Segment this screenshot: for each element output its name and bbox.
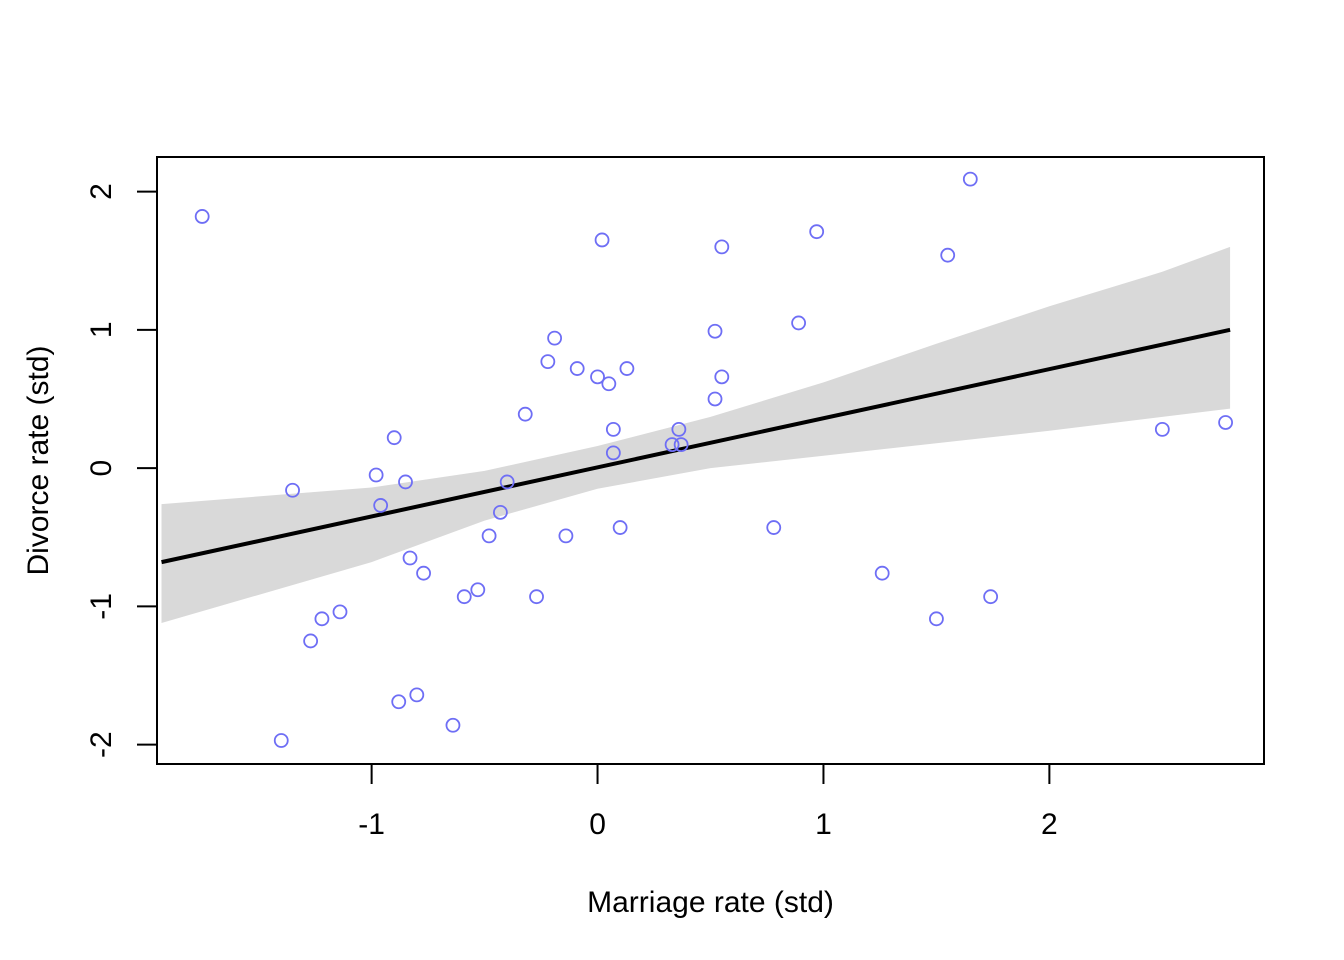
data-point [605,421,621,437]
x-axis: -1 0 1 2 [358,763,1058,841]
data-point [664,437,680,452]
data-point [409,687,425,703]
data-point [707,323,723,339]
data-point [707,391,723,407]
data-point [456,589,472,605]
data-point [445,717,461,733]
data-point [499,474,515,490]
data-point [601,376,617,392]
data-point [529,589,544,605]
data-point [492,504,508,520]
data-point [547,330,563,346]
data-point [619,361,635,376]
x-tick-label: 0 [589,808,606,841]
data-point [194,209,210,224]
data-point [612,520,628,535]
data-point [929,611,944,627]
data-point [540,354,556,370]
data-point [673,437,689,452]
y-axis: -2 -1 0 1 2 [85,183,158,758]
data-point [874,565,890,581]
data-point [809,224,825,240]
data-point [273,733,289,748]
data-point [386,430,402,446]
data-point [332,604,348,620]
data-point [962,171,978,187]
credible-interval-band-layer [161,246,1231,623]
data-point [714,369,730,385]
data-point [791,315,807,331]
data-point [391,694,407,710]
data-point [481,528,497,544]
regression-line [161,327,1231,565]
data-point [1154,421,1170,437]
data-point [303,633,319,649]
data-point [398,474,413,490]
data-point [714,239,730,255]
data-point [402,550,418,566]
data-point [594,232,610,248]
credible-interval-band [161,246,1231,623]
x-tick-label: 1 [815,808,832,841]
x-tick-label: 2 [1041,808,1058,841]
data-point [940,247,956,263]
data-point [517,406,533,422]
data-point [766,520,782,535]
y-tick-label: -2 [85,731,118,758]
data-point [569,361,585,376]
x-tick-label: -1 [358,808,385,841]
data-point [416,565,431,581]
data-point [1218,415,1233,430]
y-tick-label: 0 [85,460,118,477]
y-axis-title: Divorce rate (std) [22,345,55,575]
data-point [558,528,574,544]
data-point [470,582,486,598]
data-point [314,611,330,627]
data-point [590,369,605,385]
y-tick-label: 1 [85,321,118,338]
y-tick-label: -1 [85,593,118,620]
data-point [285,482,300,498]
data-points-layer [194,171,1233,748]
data-point [983,589,999,605]
x-axis-title: Marriage rate (std) [587,886,834,919]
data-point [368,467,384,483]
data-point [671,421,687,437]
y-tick-label: 2 [85,183,118,200]
regression-line-layer [161,327,1231,565]
data-point [373,498,389,513]
data-point [605,445,621,461]
